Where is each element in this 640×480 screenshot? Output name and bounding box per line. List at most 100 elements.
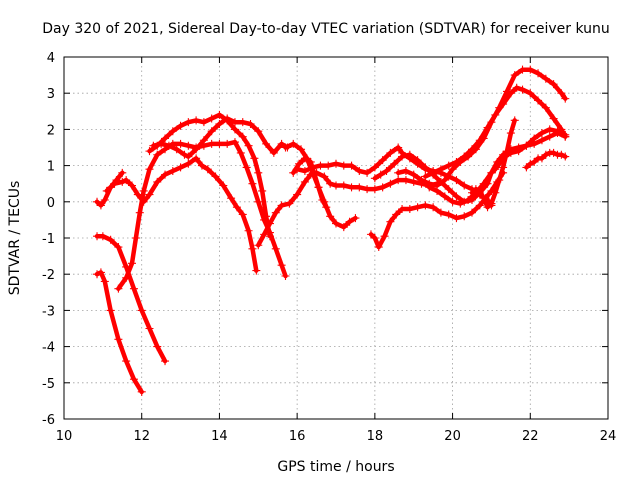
data-point-marker [260, 230, 269, 239]
data-point-marker [549, 148, 558, 157]
data-point-marker [246, 119, 255, 128]
data-point-marker [215, 139, 224, 148]
data-point-marker [289, 139, 298, 148]
data-point-marker [262, 212, 271, 221]
data-point-marker [506, 89, 515, 98]
data-point-marker [409, 177, 418, 186]
data-point-marker [254, 127, 263, 136]
data-point-marker [295, 159, 304, 168]
data-point-marker [526, 65, 535, 74]
data-point-marker [122, 176, 131, 185]
data-point-marker [401, 167, 410, 176]
data-point-marker [390, 159, 399, 168]
data-series [93, 65, 570, 396]
data-point-marker [106, 306, 115, 315]
data-point-marker [252, 266, 261, 275]
data-point-marker [518, 65, 527, 74]
data-point-marker [545, 125, 554, 134]
grid-lines [64, 57, 608, 419]
y-axis-title: SDTVAR / TECUs [7, 181, 23, 296]
data-point-marker [475, 136, 484, 145]
data-point-marker [512, 83, 521, 92]
data-point-marker [456, 199, 465, 208]
data-point-marker [153, 150, 162, 159]
data-point-marker [207, 114, 216, 123]
data-point-marker [370, 174, 379, 183]
series-line [423, 85, 568, 179]
data-point-marker [236, 148, 245, 157]
data-point-marker [526, 159, 535, 168]
data-point-marker [238, 132, 247, 141]
y-tick-label: -6 [42, 413, 55, 428]
series-track-17 [468, 116, 519, 212]
data-point-marker [145, 147, 154, 156]
data-point-marker [215, 119, 224, 128]
data-point-marker [448, 165, 457, 174]
data-point-marker [223, 139, 232, 148]
data-point-marker [518, 85, 527, 94]
data-point-marker [192, 116, 201, 125]
data-point-marker [326, 212, 335, 221]
data-point-marker [227, 194, 236, 203]
x-tick-label: 24 [600, 429, 617, 444]
series-track-2 [93, 232, 170, 366]
data-point-marker [386, 148, 395, 157]
data-point-marker [549, 114, 558, 123]
data-point-marker [149, 141, 158, 150]
data-point-marker [100, 195, 109, 204]
series-line [372, 130, 568, 205]
data-point-marker [176, 139, 185, 148]
y-tick-label: 3 [47, 87, 55, 102]
data-point-marker [534, 96, 543, 105]
data-point-marker [232, 203, 241, 212]
data-point-marker [176, 163, 185, 172]
data-point-marker [271, 208, 280, 217]
data-point-marker [522, 163, 531, 172]
data-point-marker [561, 94, 570, 103]
data-point-marker [460, 181, 469, 190]
data-point-marker [277, 139, 286, 148]
data-point-marker [122, 357, 131, 366]
data-point-marker [293, 190, 302, 199]
series-track-1 [93, 268, 146, 396]
data-point-marker [394, 143, 403, 152]
data-point-marker [168, 167, 177, 176]
data-point-marker [135, 208, 144, 217]
data-point-marker [265, 232, 274, 241]
data-point-marker [184, 159, 193, 168]
data-point-marker [310, 170, 319, 179]
y-tick-label: 0 [47, 196, 55, 211]
data-point-marker [510, 116, 519, 125]
data-point-marker [139, 186, 148, 195]
data-point-marker [386, 217, 395, 226]
data-point-marker [128, 259, 136, 268]
data-point-marker [417, 176, 426, 185]
data-point-marker [242, 163, 251, 172]
data-point-marker [483, 123, 492, 132]
series-track-13 [370, 129, 570, 206]
data-point-marker [444, 185, 453, 194]
data-point-marker [93, 197, 102, 206]
data-point-marker [199, 136, 208, 145]
data-point-marker [157, 139, 166, 148]
data-point-marker [238, 210, 247, 219]
data-point-marker [172, 145, 181, 154]
data-point-marker [471, 185, 480, 194]
data-point-marker [322, 203, 331, 212]
data-point-marker [429, 168, 438, 177]
data-point-marker [557, 89, 566, 98]
data-point-marker [514, 147, 523, 156]
data-point-marker [355, 183, 364, 192]
data-point-marker [153, 342, 162, 351]
data-point-marker [347, 183, 356, 192]
data-point-marker [192, 154, 201, 163]
data-point-marker [129, 284, 138, 293]
data-point-marker [374, 243, 383, 252]
series-line [94, 170, 125, 208]
data-point-marker [277, 201, 286, 210]
series-track-5 [114, 138, 290, 293]
data-point-marker [557, 150, 566, 159]
data-point-marker [145, 324, 154, 333]
